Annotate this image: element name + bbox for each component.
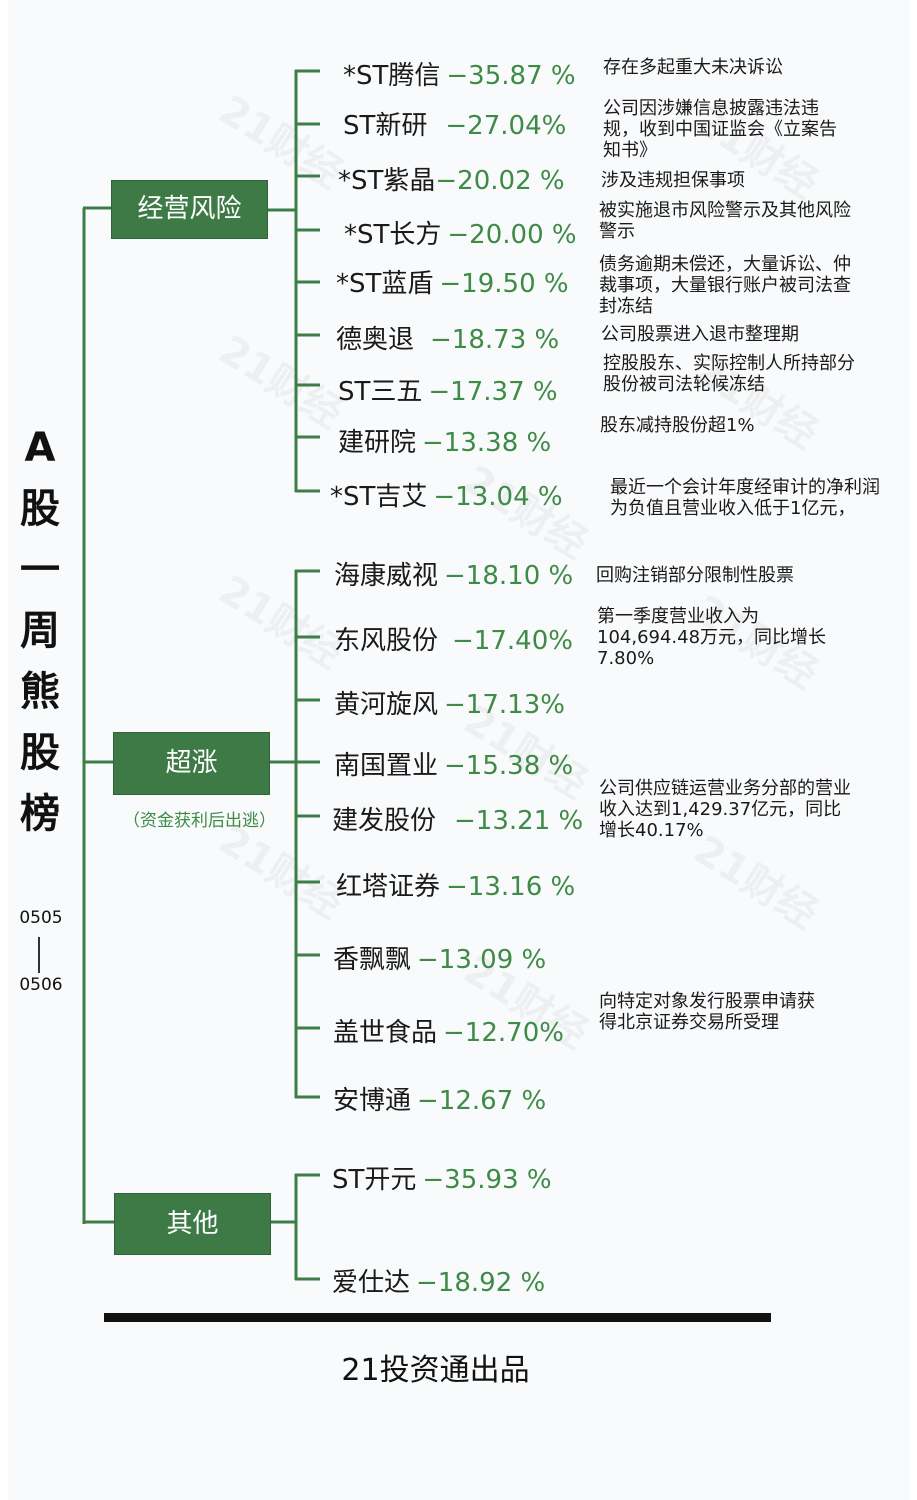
stock-note: 债务逾期未偿还，大量诉讼、仲裁事项，大量银行账户被司法查封冻结 [599, 254, 851, 317]
stock-note: 第一季度营业收入为104,694.48万元，同比增长7.80% [597, 606, 827, 669]
title-char: 股 [20, 486, 60, 532]
stock-change: −20.02 % [435, 166, 565, 196]
stock-item: 南国置业 −15.38 % [334, 745, 573, 782]
stock-change: −17.37 % [428, 377, 558, 407]
stock-item: ST开元 −35.93 % [332, 1159, 552, 1196]
stock-name: 黄河旋风 [334, 690, 439, 720]
title-char: 周 [20, 608, 60, 654]
stock-note: 公司因涉嫌信息披露违法违规，收到中国证监会《立案告知书》 [603, 98, 837, 161]
title-char: 一 [20, 547, 60, 593]
stock-name: 爱仕达 [332, 1268, 411, 1298]
stock-item: 爱仕达 −18.92 % [332, 1262, 545, 1299]
stock-change: −27.04% [445, 111, 567, 141]
stock-item: 黄河旋风 −17.13% [334, 684, 565, 721]
stock-change: −13.21 % [454, 806, 584, 836]
stock-name: 东风股份 [334, 626, 439, 656]
stock-note: 股东减持股份超1% [600, 415, 755, 436]
stock-note: 最近一个会计年度经审计的净利润为负值且营业收入低于1亿元， [610, 477, 880, 519]
stock-name: 建研院 [338, 428, 417, 458]
stock-note: 公司供应链运营业务分部的营业收入达到1,429.37亿元，同比增长40.17% [599, 778, 851, 841]
stock-item: 海康威视 −18.10 % [334, 555, 573, 592]
category-overbought-note: （资金获利后出逃） [123, 811, 276, 831]
stock-item: 安博通 −12.67 % [333, 1080, 546, 1117]
stock-name: 香飘飘 [333, 945, 412, 975]
stock-name: 盖世食品 [333, 1018, 438, 1048]
stock-note: 控股股东、实际控制人所持部分股份被司法轮候冻结 [603, 353, 855, 395]
stock-item: 香飘飘 −13.09 % [333, 939, 546, 976]
stock-name: 红塔证券 [336, 872, 441, 902]
stock-name: 安博通 [333, 1086, 412, 1116]
stock-item: 东风股份 −17.40% [334, 620, 573, 657]
stock-item: *ST长方 −20.00 % [344, 214, 577, 251]
stock-change: −13.16 % [446, 872, 576, 902]
stock-note: 回购注销部分限制性股票 [596, 565, 794, 586]
stock-change: −18.92 % [416, 1268, 546, 1298]
stock-note: 存在多起重大未决诉讼 [603, 57, 783, 78]
stock-change: −15.38 % [444, 751, 574, 781]
stock-note: 向特定对象发行股票申请获得北京证券交易所受理 [599, 991, 815, 1033]
stock-item: 德奥退 −18.73 % [336, 319, 559, 356]
stock-change: −35.93 % [422, 1165, 552, 1195]
stock-change: −18.73 % [430, 325, 560, 355]
stock-item: 建研院 −13.38 % [338, 422, 551, 459]
title-char: 榜 [20, 791, 60, 837]
date-from: 0505 [19, 908, 63, 928]
stock-item: *ST吉艾 −13.04 % [330, 476, 563, 513]
date-to: 0506 [19, 975, 63, 995]
stock-note: 公司股票进入退市整理期 [601, 324, 799, 345]
stock-change: −17.40% [452, 626, 573, 656]
stock-name: ST新研 [343, 111, 428, 141]
stock-name: *ST吉艾 [330, 482, 428, 512]
stock-item: *ST蓝盾 −19.50 % [336, 263, 569, 300]
stock-change: −19.50 % [439, 269, 569, 299]
stock-change: −12.67 % [417, 1086, 547, 1116]
title-char: 熊 [20, 669, 60, 715]
stock-item: ST新研 −27.04% [343, 105, 566, 142]
category-overbought: 超涨 [113, 732, 270, 795]
title-char: 股 [20, 730, 60, 776]
date-separator [38, 937, 40, 973]
stock-name: 南国置业 [334, 751, 439, 781]
stock-change: −17.13% [444, 690, 565, 720]
stock-change: −18.10 % [444, 561, 574, 591]
stock-change: −13.09 % [417, 945, 547, 975]
stock-item: *ST紫晶−20.02 % [338, 160, 565, 197]
stock-item: 红塔证券 −13.16 % [336, 866, 575, 903]
stock-change: −13.38 % [422, 428, 552, 458]
category-operating-risk: 经营风险 [111, 180, 268, 239]
page-title: A 股 一 周 熊 股 榜 [16, 418, 64, 845]
stock-name: 海康威视 [334, 561, 439, 591]
stock-name: ST开元 [332, 1165, 417, 1195]
stock-item: 建发股份 −13.21 % [332, 800, 583, 837]
stock-item: ST三五 −17.37 % [338, 371, 558, 408]
stock-name: *ST腾信 [343, 61, 441, 91]
stock-change: −20.00 % [447, 220, 577, 250]
stock-change: −35.87 % [446, 61, 576, 91]
stock-change: −12.70% [443, 1018, 564, 1048]
stock-note: 涉及违规担保事项 [601, 170, 745, 191]
stock-name: 德奥退 [336, 325, 415, 355]
stock-item: *ST腾信 −35.87 % [343, 55, 576, 92]
stock-note: 被实施退市风险警示及其他风险警示 [599, 200, 851, 242]
stock-change: −13.04 % [433, 482, 563, 512]
stock-name: ST三五 [338, 377, 423, 407]
category-other: 其他 [114, 1193, 271, 1255]
stock-name: 建发股份 [332, 806, 437, 836]
stock-name: *ST长方 [344, 220, 442, 250]
stock-item: 盖世食品 −12.70% [333, 1012, 564, 1049]
stock-name: *ST蓝盾 [336, 269, 434, 299]
credit-text: 21投资通出品 [341, 1353, 530, 1388]
stock-name: *ST紫晶 [338, 166, 436, 196]
title-char: A [24, 425, 56, 471]
footer-rule [104, 1313, 771, 1322]
